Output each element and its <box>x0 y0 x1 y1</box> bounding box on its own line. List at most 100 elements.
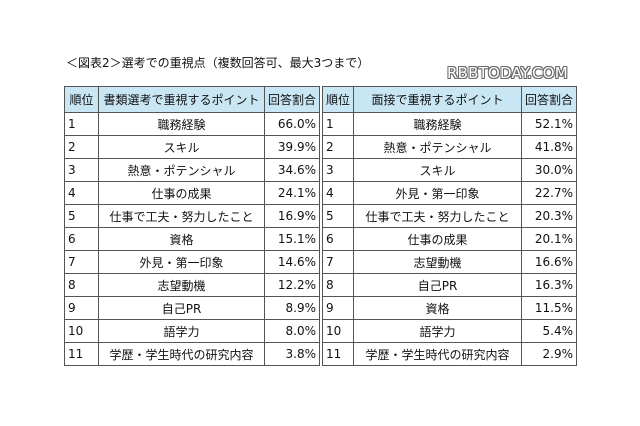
table-row: 10 語学力 8.0% <box>64 319 321 343</box>
item-cell: 語学力 <box>98 319 265 343</box>
percentage-cell: 5.4% <box>521 319 578 343</box>
item-cell: 資格 <box>98 227 265 251</box>
percentage-cell: 24.1% <box>263 181 321 205</box>
table-row: 6 仕事の成果 20.1% <box>321 227 578 251</box>
item-cell: スキル <box>353 158 523 182</box>
rank-cell: 8 <box>321 273 355 297</box>
percentage-cell: 22.7% <box>521 181 578 205</box>
table-row: 6 資格 15.1% <box>64 227 321 251</box>
percentage-cell: 20.1% <box>521 227 578 251</box>
rank-cell: 11 <box>321 342 355 366</box>
item-cell: 熱意・ポテンシャル <box>98 158 265 182</box>
rank-cell: 1 <box>64 112 99 136</box>
table-row: 9 自己PR 8.9% <box>64 296 321 320</box>
table-row: 5 仕事で工夫・努力したこと 16.9% <box>64 204 321 228</box>
table-row: 5 仕事で工夫・努力したこと 20.3% <box>321 204 578 228</box>
rank-cell: 6 <box>64 227 99 251</box>
table-row: 11 学歴・学生時代の研究内容 3.8% <box>64 342 321 366</box>
percentage-cell: 16.6% <box>521 250 578 274</box>
item-cell: 志望動機 <box>98 273 265 297</box>
item-cell: 職務経験 <box>353 112 523 136</box>
item-cell: 志望動機 <box>353 250 523 274</box>
rank-cell: 8 <box>64 273 99 297</box>
rank-cell: 6 <box>321 227 355 251</box>
rank-cell: 5 <box>64 204 99 228</box>
percentage-cell: 34.6% <box>263 158 321 182</box>
watermark-logo: RBBTODAY.COM <box>447 64 568 82</box>
rank-cell: 3 <box>64 158 99 182</box>
item-cell: 仕事の成果 <box>353 227 523 251</box>
rank-cell: 2 <box>64 135 99 159</box>
percentage-cell: 3.8% <box>263 342 321 366</box>
table-row: 8 志望動機 12.2% <box>64 273 321 297</box>
header-rank: 順位 <box>321 86 355 113</box>
figure-caption: ＜図表2＞選考での重視点（複数回答可、最大3つまで） <box>66 56 370 70</box>
table-row: 2 スキル 39.9% <box>64 135 321 159</box>
percentage-cell: 14.6% <box>263 250 321 274</box>
rank-cell: 9 <box>321 296 355 320</box>
table-row: 7 外見・第一印象 14.6% <box>64 250 321 274</box>
header-item: 書類選考で重視するポイント <box>98 86 265 113</box>
percentage-cell: 41.8% <box>521 135 578 159</box>
percentage-cell: 2.9% <box>521 342 578 366</box>
rank-cell: 4 <box>321 181 355 205</box>
percentage-cell: 8.0% <box>263 319 321 343</box>
item-cell: 学歴・学生時代の研究内容 <box>98 342 265 366</box>
percentage-cell: 16.3% <box>521 273 578 297</box>
item-cell: 語学力 <box>353 319 523 343</box>
table-row: 3 熱意・ポテンシャル 34.6% <box>64 158 321 182</box>
rank-cell: 7 <box>64 250 99 274</box>
percentage-cell: 66.0% <box>263 112 321 136</box>
table-row: 3 スキル 30.0% <box>321 158 578 182</box>
table-header-row: 順位 書類選考で重視するポイント 回答割合 <box>64 86 321 113</box>
item-cell: 職務経験 <box>98 112 265 136</box>
percentage-cell: 12.2% <box>263 273 321 297</box>
rank-cell: 5 <box>321 204 355 228</box>
table-row: 1 職務経験 52.1% <box>321 112 578 136</box>
item-cell: 自己PR <box>353 273 523 297</box>
rank-cell: 9 <box>64 296 99 320</box>
rank-cell: 11 <box>64 342 99 366</box>
rank-cell: 4 <box>64 181 99 205</box>
item-cell: スキル <box>98 135 265 159</box>
table-row: 1 職務経験 66.0% <box>64 112 321 136</box>
header-item: 面接で重視するポイント <box>353 86 523 113</box>
item-cell: 学歴・学生時代の研究内容 <box>353 342 523 366</box>
item-cell: 自己PR <box>98 296 265 320</box>
rank-cell: 7 <box>321 250 355 274</box>
table-row: 8 自己PR 16.3% <box>321 273 578 297</box>
percentage-cell: 15.1% <box>263 227 321 251</box>
percentage-cell: 39.9% <box>263 135 321 159</box>
item-cell: 資格 <box>353 296 523 320</box>
header-percentage: 回答割合 <box>521 86 578 113</box>
percentage-cell: 30.0% <box>521 158 578 182</box>
header-percentage: 回答割合 <box>263 86 321 113</box>
percentage-cell: 20.3% <box>521 204 578 228</box>
rank-cell: 3 <box>321 158 355 182</box>
document-screening-table: 順位 書類選考で重視するポイント 回答割合 1 職務経験 66.0% 2 スキル 39.… <box>64 86 321 366</box>
table-header-row: 順位 面接で重視するポイント 回答割合 <box>321 86 578 113</box>
table-row: 4 外見・第一印象 22.7% <box>321 181 578 205</box>
table-row: 4 仕事の成果 24.1% <box>64 181 321 205</box>
rank-cell: 2 <box>321 135 355 159</box>
interview-table: 順位 面接で重視するポイント 回答割合 1 職務経験 52.1% 2 熱意・ポテンシャ… <box>321 86 578 366</box>
item-cell: 仕事で工夫・努力したこと <box>98 204 265 228</box>
table-row: 7 志望動機 16.6% <box>321 250 578 274</box>
item-cell: 仕事の成果 <box>98 181 265 205</box>
table-row: 2 熱意・ポテンシャル 41.8% <box>321 135 578 159</box>
table-row: 11 学歴・学生時代の研究内容 2.9% <box>321 342 578 366</box>
item-cell: 熱意・ポテンシャル <box>353 135 523 159</box>
item-cell: 外見・第一印象 <box>353 181 523 205</box>
item-cell: 仕事で工夫・努力したこと <box>353 204 523 228</box>
rank-cell: 10 <box>321 319 355 343</box>
header-rank: 順位 <box>64 86 99 113</box>
rank-cell: 1 <box>321 112 355 136</box>
percentage-cell: 16.9% <box>263 204 321 228</box>
percentage-cell: 52.1% <box>521 112 578 136</box>
percentage-cell: 8.9% <box>263 296 321 320</box>
item-cell: 外見・第一印象 <box>98 250 265 274</box>
table-row: 9 資格 11.5% <box>321 296 578 320</box>
percentage-cell: 11.5% <box>521 296 578 320</box>
rank-cell: 10 <box>64 319 99 343</box>
